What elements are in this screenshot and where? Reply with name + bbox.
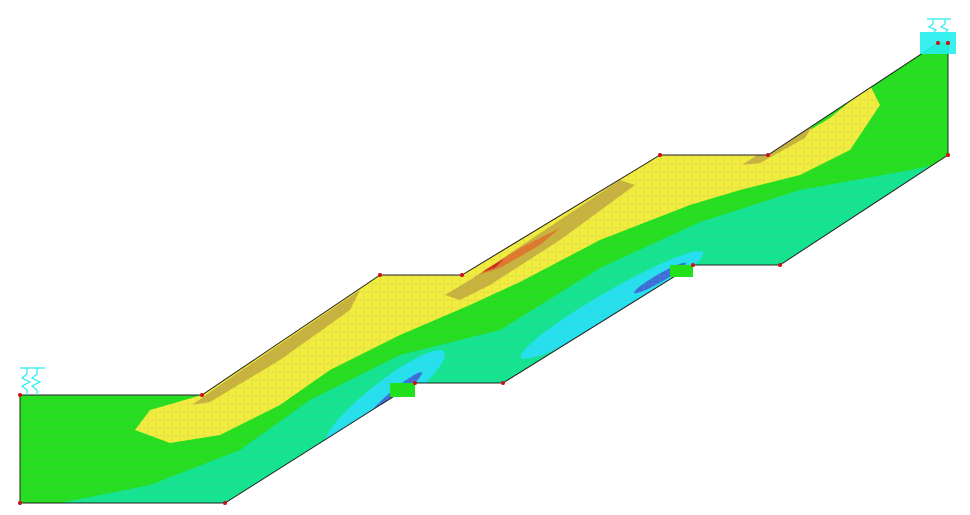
spring-support-icon (920, 18, 956, 54)
structure-outline (19, 42, 949, 504)
node-marker (766, 153, 770, 157)
node-marker (378, 273, 382, 277)
spring-support-icon (20, 367, 45, 395)
node-marker (200, 393, 204, 397)
node-marker (413, 381, 417, 385)
node-marker (946, 153, 950, 157)
node-marker (18, 501, 22, 505)
node-marker (501, 381, 505, 385)
node-marker (691, 263, 695, 267)
node-marker (460, 273, 464, 277)
node-marker (936, 41, 940, 45)
node-marker (223, 501, 227, 505)
node-marker (778, 263, 782, 267)
node-marker (658, 153, 662, 157)
node-markers (18, 41, 950, 505)
bearing-pad (390, 383, 415, 397)
bearing-pad (670, 265, 693, 277)
node-marker (18, 393, 22, 397)
node-marker (946, 41, 950, 45)
